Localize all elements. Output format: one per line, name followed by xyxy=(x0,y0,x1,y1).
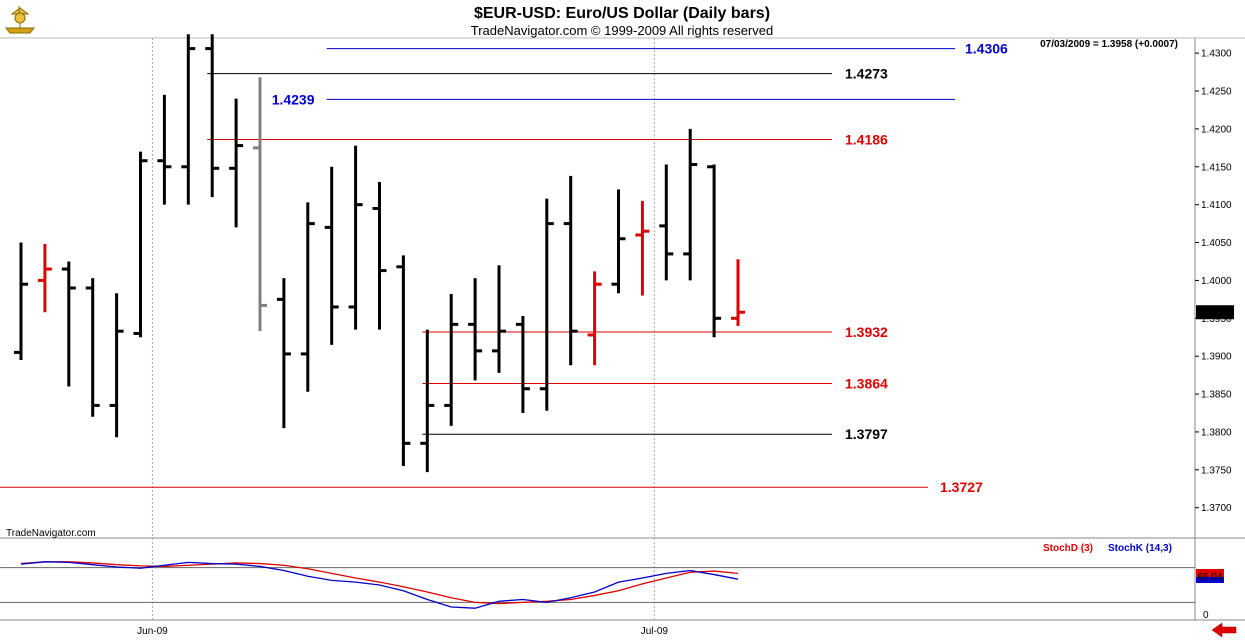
legend-stochk: StochK (14,3) xyxy=(1108,543,1172,554)
chart-title: $EUR-USD: Euro/US Dollar (Daily bars) xyxy=(474,5,770,22)
y-tick-label: 1.4300 xyxy=(1201,49,1232,60)
ohlc-bar xyxy=(563,175,578,366)
ohlc-bar xyxy=(420,329,435,473)
chart-subtitle: TradeNavigator.com © 1999-2009 All right… xyxy=(471,23,773,38)
ohlc-bar xyxy=(444,294,459,426)
last-quote-readout: 07/03/2009 = 1.3958 (+0.0007) xyxy=(1040,39,1178,50)
y-tick-label: 1.4050 xyxy=(1201,238,1232,249)
grid xyxy=(151,38,655,620)
ohlc-bar xyxy=(515,316,530,413)
y-tick-label: 1.3750 xyxy=(1201,465,1232,476)
stoch-value-label: 68.04 xyxy=(1197,572,1222,583)
y-tick-label: 1.4200 xyxy=(1201,124,1232,135)
y-axis-ticks: 1.4300 1.4250 1.4200 1.4150 1.4100 1.4050 1.40… xyxy=(1195,49,1232,514)
stoch-value-tag: 68.04 xyxy=(1196,569,1224,583)
ohlc-bar xyxy=(348,145,363,330)
ohlc-bar xyxy=(731,259,745,326)
stochastic-panel xyxy=(0,561,1195,609)
ohlc-bar xyxy=(14,242,28,360)
scroll-left-arrow-icon[interactable] xyxy=(1211,622,1237,638)
last-price-label: 1.3958 xyxy=(1200,308,1231,319)
legend-stochd: StochD (3) xyxy=(1043,543,1093,554)
ohlc-bar xyxy=(372,181,387,330)
ohlc-bar xyxy=(492,265,506,373)
ohlc-bar xyxy=(539,198,554,411)
ohlc-bar xyxy=(635,200,650,296)
ohlc-bar xyxy=(85,278,100,417)
stoch-axis-zero: 0 xyxy=(1203,610,1209,621)
y-tick-label: 1.3700 xyxy=(1201,503,1232,514)
ohlc-bar xyxy=(324,166,339,345)
ohlc-bar xyxy=(659,164,674,281)
tradenavigator-logo-icon[interactable] xyxy=(4,5,36,34)
y-tick-label: 1.3950 xyxy=(1201,314,1232,325)
stoch-series-line xyxy=(20,561,739,609)
ohlc-bar xyxy=(157,94,172,205)
ohlc-bar xyxy=(611,189,626,294)
level-label: 1.4306 xyxy=(965,41,1008,57)
ohlc-bar xyxy=(683,128,698,281)
ohlc-bar xyxy=(109,293,124,438)
header-area xyxy=(0,0,1245,38)
y-tick-label: 1.4150 xyxy=(1201,162,1232,173)
y-tick-label: 1.4100 xyxy=(1201,200,1232,211)
ohlc-bar xyxy=(133,151,148,338)
ohlc-bar xyxy=(300,202,315,392)
stoch-series-line xyxy=(20,561,739,605)
ohlc-bar xyxy=(205,34,220,198)
level-label: 1.3932 xyxy=(845,324,888,340)
y-tick-label: 1.3900 xyxy=(1201,352,1232,363)
y-tick-label: 1.3800 xyxy=(1201,427,1232,438)
ohlc-bar xyxy=(587,271,602,366)
y-tick-label: 1.3850 xyxy=(1201,390,1232,401)
level-label: 1.4273 xyxy=(845,66,888,82)
ohlc-bar xyxy=(276,278,291,429)
ohlc-bar xyxy=(253,77,267,332)
price-bars xyxy=(14,34,745,473)
price-axis xyxy=(1195,38,1245,538)
ohlc-bar xyxy=(37,244,52,313)
y-tick-label: 1.4000 xyxy=(1201,276,1232,287)
level-label: 1.3727 xyxy=(940,479,983,495)
watermark-text: TradeNavigator.com xyxy=(6,528,96,539)
ohlc-bar xyxy=(707,164,722,338)
ohlc-bar xyxy=(229,98,244,228)
level-label: 1.3864 xyxy=(845,375,888,391)
level-label: 1.4186 xyxy=(845,132,888,148)
level-label: 1.3797 xyxy=(845,426,888,442)
ohlc-bar xyxy=(181,34,196,205)
ohlc-bar xyxy=(468,278,483,381)
x-axis-labels: Jun-09 Jul-09 xyxy=(137,626,668,637)
last-price-tag: 1.3958 xyxy=(1196,305,1234,320)
level-label: 1.4239 xyxy=(272,91,315,107)
ohlc-bar xyxy=(61,261,76,387)
support-resistance-levels: 1.4306 1.4273 1.4239 1.4186 1.3932 1.3864 1.37… xyxy=(0,41,1008,495)
x-tick-label: Jul-09 xyxy=(641,626,669,637)
ohlc-bar xyxy=(396,255,411,467)
x-tick-label: Jun-09 xyxy=(137,626,168,637)
y-tick-label: 1.4250 xyxy=(1201,87,1232,98)
